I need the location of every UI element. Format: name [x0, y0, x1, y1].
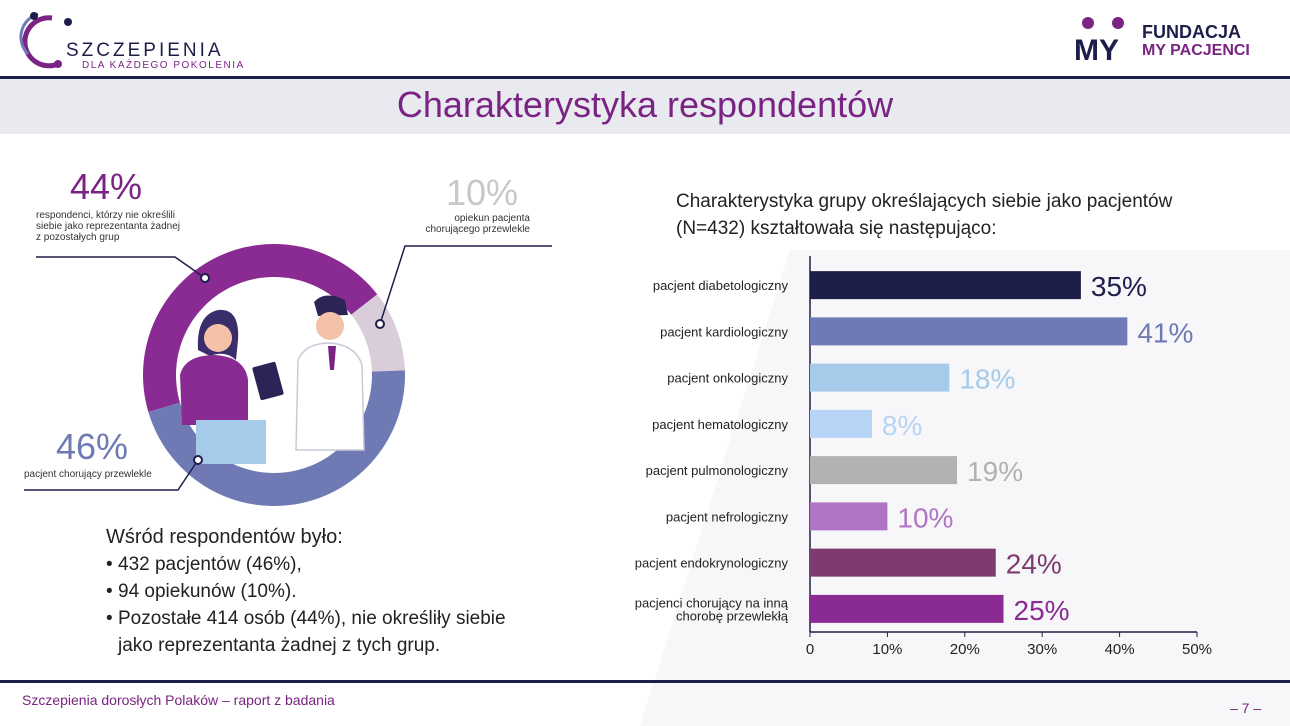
category-label: pacjent endokrynologiczny: [635, 556, 789, 571]
footer-text: Szczepienia dorosłych Polaków – raport z…: [22, 692, 335, 708]
logo-left-main: SZCZEPIENIA: [66, 40, 224, 61]
donut-label-44: 44%: [70, 166, 143, 207]
logo-swirl-icon: [19, 12, 72, 69]
logo-my-icon: MY: [1074, 17, 1124, 64]
category-label: pacjent hematologiczny: [652, 417, 788, 432]
chart-heading: Charakterystyka grupy określających sieb…: [676, 191, 1173, 239]
bar-chart: 0 10% 20% 30% 40% 50% 35% pacjent diabetologicz…: [635, 256, 1212, 658]
bar: [810, 409, 872, 438]
page-number: – 7 –: [1230, 700, 1262, 716]
list-item: • Pozostałe 414 osób (44%), nie określiły…: [106, 608, 506, 629]
logo-right-line2: MY PACJENCI: [1142, 42, 1250, 59]
category-label: pacjent pulmonologiczny: [646, 463, 789, 478]
bar-value-label: 18%: [959, 364, 1015, 395]
bar: [810, 363, 950, 392]
x-tick-label: 20%: [950, 641, 980, 658]
donut-desc-44: respondenci, którzy nie określili siebie…: [36, 210, 180, 243]
x-tick-label: 10%: [872, 641, 902, 658]
category-label: pacjent onkologiczny: [667, 371, 788, 386]
list-item: jako reprezentanta żadnej z tych grup.: [118, 635, 441, 656]
bar-value-label: 10%: [897, 502, 953, 533]
donut-infographic: [24, 244, 552, 507]
bar-value-label: 25%: [1014, 595, 1070, 626]
logo-right-line1: FUNDACJA: [1142, 22, 1241, 42]
logo-left-sub: DLA KAŻDEGO POKOLENIA: [82, 60, 245, 71]
respondents-heading: Wśród respondentów było:: [106, 526, 343, 548]
bar: [810, 594, 1004, 623]
x-tick-label: 0: [806, 641, 814, 658]
bar-value-label: 41%: [1137, 317, 1193, 348]
footer-divider: [0, 680, 1290, 683]
page-title: Charakterystyka respondentów: [396, 84, 894, 125]
bar: [810, 548, 996, 577]
header-divider: [0, 76, 1290, 79]
category-label: pacjent nefrologiczny: [666, 509, 789, 524]
donut-desc-10: opiekun pacjenta chorującego przewlekle: [425, 213, 530, 235]
bar-value-label: 19%: [967, 456, 1023, 487]
list-item: • 94 opiekunów (10%).: [106, 581, 297, 602]
donut-label-46: 46%: [56, 426, 129, 467]
donut-slice: [143, 244, 378, 412]
bar-value-label: 8%: [882, 410, 922, 441]
donut-desc-46: pacjent chorujący przewlekle: [24, 469, 152, 480]
bar: [810, 456, 958, 485]
title-bar: [0, 79, 1290, 134]
bar-value-label: 24%: [1006, 549, 1062, 580]
bar: [810, 317, 1128, 346]
category-label: pacjent kardiologiczny: [660, 324, 788, 339]
donut-chart: [143, 244, 405, 507]
x-tick-label: 50%: [1182, 641, 1212, 658]
logo-fundacja: MY FUNDACJA MY PACJENCI: [1072, 14, 1272, 64]
patients-illustration: [176, 277, 372, 473]
logo-my-mark: MY: [1074, 34, 1119, 64]
bar: [810, 271, 1081, 300]
category-label: pacjent diabetologiczny: [653, 278, 789, 293]
bar: [810, 502, 888, 531]
bar-value-label: 35%: [1091, 271, 1147, 302]
x-tick-label: 30%: [1027, 641, 1057, 658]
list-item: • 432 pacjentów (46%),: [106, 554, 302, 575]
respondents-summary: Wśród respondentów było: • 432 pacjentów …: [106, 524, 546, 659]
donut-slice: [148, 370, 405, 507]
donut-label-10: 10%: [446, 172, 519, 213]
category-label: pacjenci chorujący na inną: [635, 595, 789, 610]
logo-szczepienia: SZCZEPIENIA DLA KAŻDEGO POKOLENIA: [18, 8, 258, 72]
category-label: chorobę przewlekłą: [676, 608, 789, 623]
x-tick-label: 40%: [1105, 641, 1135, 658]
donut-slice: [350, 294, 405, 372]
